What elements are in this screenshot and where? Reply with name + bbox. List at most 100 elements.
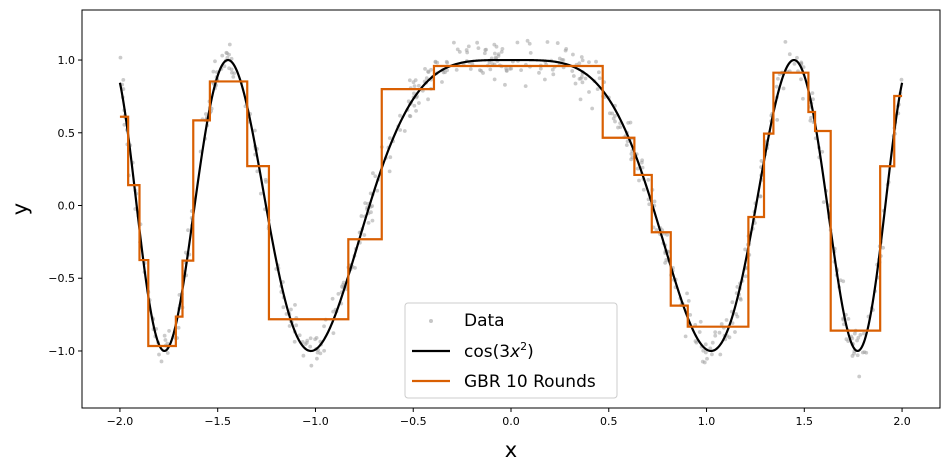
data-point xyxy=(858,332,863,337)
data-point xyxy=(774,84,779,89)
y-tick-label: 1.0 xyxy=(58,54,76,67)
data-point xyxy=(423,66,427,71)
data-point xyxy=(862,331,866,336)
data-point xyxy=(519,68,523,73)
data-point xyxy=(528,51,533,55)
data-point xyxy=(808,118,813,123)
data-point xyxy=(855,338,859,343)
data-point xyxy=(583,76,588,81)
data-point xyxy=(570,69,575,73)
data-point xyxy=(597,76,602,81)
data-point xyxy=(743,247,748,252)
data-point xyxy=(775,117,780,122)
data-point xyxy=(577,61,582,66)
data-point xyxy=(293,302,297,307)
data-point xyxy=(758,194,763,199)
data-point xyxy=(580,80,585,85)
data-point xyxy=(220,53,225,58)
data-point xyxy=(211,69,216,74)
line-series-cos xyxy=(118,58,904,353)
data-point xyxy=(635,166,640,171)
data-point xyxy=(641,187,646,192)
data-point xyxy=(713,330,718,334)
data-point xyxy=(881,245,885,250)
data-point xyxy=(579,55,584,59)
data-point xyxy=(640,165,645,170)
data-point xyxy=(122,122,127,127)
data-point xyxy=(647,202,652,207)
data-point xyxy=(258,191,263,196)
data-point xyxy=(414,108,418,113)
data-point xyxy=(846,316,851,321)
data-point xyxy=(613,113,617,118)
data-point xyxy=(595,87,600,91)
data-point xyxy=(222,64,227,69)
data-point xyxy=(710,340,715,345)
data-point xyxy=(504,68,509,73)
data-point xyxy=(309,363,314,368)
data-point xyxy=(688,312,693,317)
data-point xyxy=(331,331,336,336)
data-point xyxy=(435,60,440,65)
data-point xyxy=(862,350,867,355)
data-point xyxy=(402,129,407,133)
data-point xyxy=(387,169,392,174)
data-point xyxy=(551,72,556,77)
data-point xyxy=(426,97,430,102)
data-point xyxy=(496,52,501,57)
data-point xyxy=(503,82,507,87)
x-tick-label: 2.0 xyxy=(893,415,911,428)
data-point xyxy=(308,336,313,341)
data-point xyxy=(314,335,319,340)
data-point xyxy=(625,139,630,144)
data-point xyxy=(408,114,413,119)
data-point xyxy=(157,352,161,357)
data-point xyxy=(646,177,651,182)
data-point xyxy=(255,169,260,174)
data-point xyxy=(705,356,709,361)
data-point xyxy=(730,300,735,305)
data-point xyxy=(300,339,305,344)
data-point xyxy=(225,51,229,56)
data-point xyxy=(330,296,335,301)
data-point xyxy=(538,66,543,71)
data-point xyxy=(515,40,520,45)
data-point xyxy=(542,77,547,82)
data-point xyxy=(370,218,375,223)
data-point xyxy=(479,69,484,73)
y-tick-label: −0.5 xyxy=(48,272,75,285)
data-point xyxy=(624,143,629,148)
data-point xyxy=(426,70,431,75)
data-point xyxy=(637,178,641,183)
data-point xyxy=(359,214,364,218)
data-point xyxy=(792,61,797,66)
data-point xyxy=(855,353,860,358)
data-point xyxy=(499,49,504,54)
data-point xyxy=(663,260,668,265)
data-point xyxy=(523,84,528,89)
data-point xyxy=(810,91,815,96)
data-point xyxy=(484,47,489,52)
data-point xyxy=(734,312,739,316)
data-point xyxy=(686,298,691,303)
data-point xyxy=(493,55,498,60)
data-point xyxy=(303,342,308,347)
y-tick-label: 0.5 xyxy=(58,127,76,140)
data-point xyxy=(783,39,788,44)
data-point xyxy=(629,157,634,162)
data-point xyxy=(571,74,576,78)
data-point xyxy=(336,291,341,296)
data-point xyxy=(550,67,555,72)
data-point xyxy=(398,128,403,132)
y-axis: −1.0 −0.5 0.0 0.5 1.0 xyxy=(48,54,82,358)
data-point xyxy=(492,51,497,56)
data-point xyxy=(424,76,429,81)
data-point xyxy=(167,329,171,333)
data-point xyxy=(331,309,336,314)
data-point xyxy=(366,220,371,225)
data-point xyxy=(580,58,585,63)
data-point xyxy=(398,113,402,118)
data-point xyxy=(118,55,123,60)
data-point xyxy=(292,339,297,344)
data-point xyxy=(717,330,722,335)
